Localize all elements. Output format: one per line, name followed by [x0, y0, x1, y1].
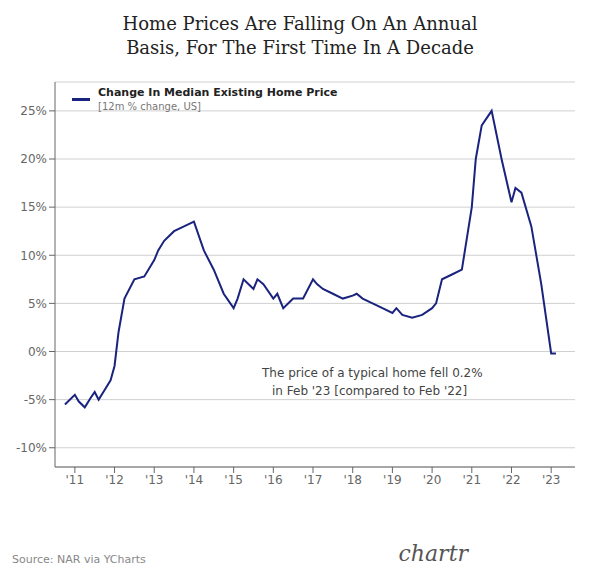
html-text:Source: NAR via YCharts: Source: NAR via YCharts [12, 553, 146, 566]
svg-text:'11: '11 [66, 473, 85, 487]
svg-text:'13: '13 [145, 473, 164, 487]
svg-text:15%: 15% [20, 200, 47, 214]
svg-text:'20: '20 [423, 473, 442, 487]
svg-text:'12: '12 [105, 473, 124, 487]
html-text:The price of a typical home fe: The price of a typical home fell 0.2% [262, 366, 483, 380]
svg-text:'23: '23 [542, 473, 561, 487]
svg-text:'19: '19 [383, 473, 402, 487]
svg-text:10%: 10% [20, 249, 47, 263]
svg-text:25%: 25% [20, 104, 47, 118]
svg-text:'14: '14 [185, 473, 204, 487]
svg-text:'16: '16 [264, 473, 283, 487]
svg-text:0%: 0% [28, 345, 47, 359]
svg-text:'22: '22 [502, 473, 521, 487]
svg-text:'17: '17 [304, 473, 323, 487]
svg-text:20%: 20% [20, 152, 47, 166]
html-text:in Feb '23 [compared to Feb '2: in Feb '23 [compared to Feb '22] [272, 384, 468, 398]
svg-text:'18: '18 [343, 473, 362, 487]
svg-text:-10%: -10% [16, 441, 47, 455]
html-text:Change In Median Existing Home: Change In Median Existing Home Price [98, 86, 338, 99]
html-text:Home Prices Are Falling On An: Home Prices Are Falling On An Annual Bas… [122, 13, 478, 59]
svg-text:'15: '15 [224, 473, 243, 487]
html-text:chartr: chartr [398, 541, 468, 566]
html-text:[12m % change, US]: [12m % change, US] [98, 101, 201, 112]
svg-text:5%: 5% [28, 297, 47, 311]
svg-text:'21: '21 [463, 473, 482, 487]
svg-text:-5%: -5% [24, 393, 47, 407]
